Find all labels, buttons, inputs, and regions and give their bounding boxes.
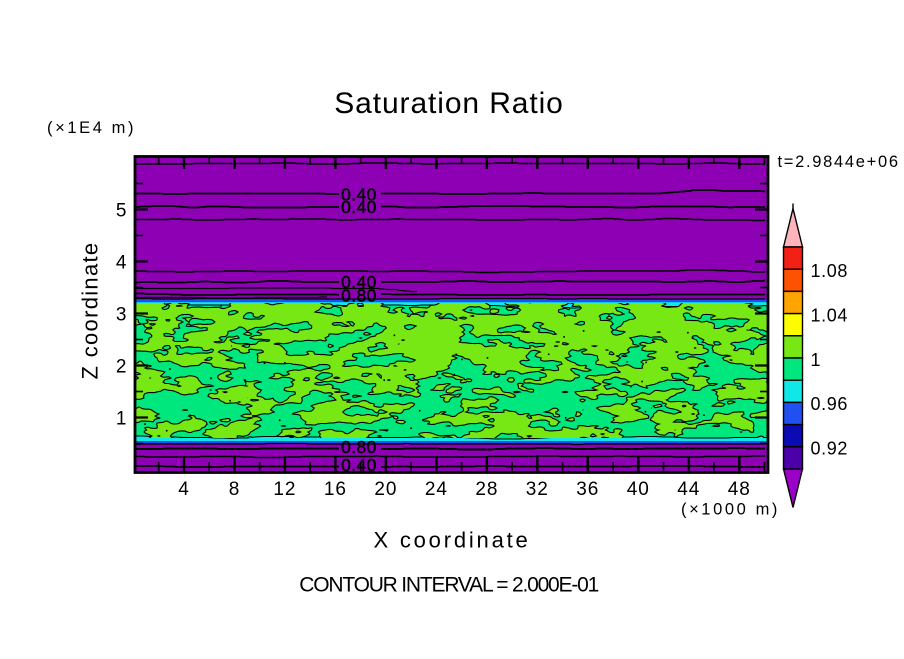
svg-text:48: 48 [728,479,751,500]
svg-text:20: 20 [374,479,397,500]
svg-text:2: 2 [116,356,127,377]
svg-text:1.08: 1.08 [811,261,848,281]
svg-text:(×1E4 m): (×1E4 m) [47,119,136,137]
svg-text:28: 28 [475,479,498,500]
svg-text:16: 16 [324,479,347,500]
svg-text:1: 1 [116,408,127,429]
svg-text:3: 3 [116,304,127,325]
svg-text:0.92: 0.92 [811,439,848,459]
svg-text:0.40: 0.40 [341,197,377,217]
svg-text:t=2.9844e+06: t=2.9844e+06 [778,153,900,171]
svg-text:4: 4 [178,479,190,500]
svg-text:1.04: 1.04 [811,305,848,325]
svg-text:32: 32 [526,479,549,500]
svg-text:0.80: 0.80 [341,437,377,457]
svg-text:12: 12 [273,479,296,500]
svg-text:0.40: 0.40 [341,184,377,204]
svg-text:0.80: 0.80 [341,285,377,305]
svg-text:8: 8 [229,479,241,500]
svg-text:0.96: 0.96 [811,394,848,414]
svg-text:CONTOUR INTERVAL = 2.000E-01: CONTOUR INTERVAL = 2.000E-01 [299,574,598,597]
svg-text:36: 36 [576,479,599,500]
svg-text:24: 24 [425,479,448,500]
svg-text:40: 40 [627,479,650,500]
svg-text:5: 5 [116,200,127,221]
svg-text:(×1000 m): (×1000 m) [681,501,780,519]
svg-text:4: 4 [116,252,127,273]
svg-text:Saturation Ratio: Saturation Ratio [334,87,564,120]
svg-text:Z coordinate: Z coordinate [78,242,103,380]
svg-text:44: 44 [677,479,700,500]
svg-text:X coordinate: X coordinate [373,528,530,553]
svg-text:1: 1 [811,350,822,370]
svg-text:0.40: 0.40 [341,272,377,292]
svg-text:0.40: 0.40 [341,455,377,475]
